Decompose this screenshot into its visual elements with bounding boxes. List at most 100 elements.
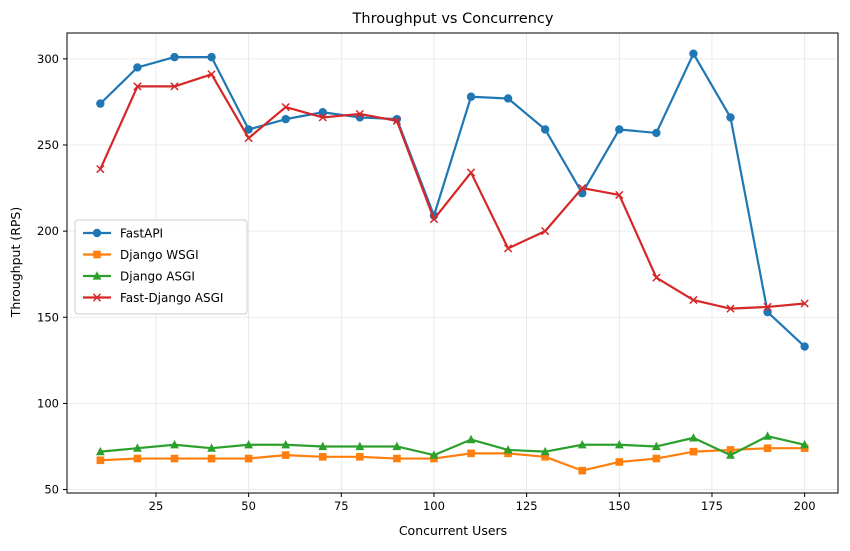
fast-django-asgi-point — [355, 109, 364, 119]
django-asgi-point — [355, 441, 365, 451]
fast-django-asgi-point — [763, 302, 772, 312]
django-wsgi-point — [133, 454, 142, 463]
legend: FastAPI Django WSGI Django ASGI Fast-Django… — [74, 219, 248, 315]
legend-django-asgi-point — [92, 271, 102, 280]
fastapi-point — [207, 52, 216, 62]
django-wsgi-point — [318, 453, 327, 461]
legend-box — [74, 219, 248, 315]
y-tick-label: 150 — [37, 310, 59, 324]
fast-django-asgi-point — [466, 168, 476, 177]
django-wsgi-point — [356, 453, 364, 461]
django-asgi-point — [466, 434, 476, 444]
legend-entry-fastapi: FastAPI — [83, 227, 163, 241]
x-tick-label: 75 — [334, 499, 349, 513]
x-tick-label: 25 — [149, 499, 164, 513]
axes: 25 50 75 100 125 150 175 200 50 100 150 200 250 300 — [37, 32, 839, 513]
fastapi-point — [689, 49, 698, 58]
django-asgi-point — [726, 450, 735, 459]
fast-django-asgi-point — [392, 116, 402, 125]
fast-django-asgi-point — [207, 70, 216, 79]
django-wsgi-line — [100, 447, 805, 472]
django-asgi-point — [318, 441, 328, 451]
legend-entry-django-wsgi: Django WSGI — [83, 248, 199, 262]
django-wsgi-point — [763, 444, 772, 453]
django-asgi-point — [133, 443, 142, 452]
series-django-asgi — [95, 431, 810, 459]
legend-label: Django ASGI — [120, 270, 195, 284]
fast-django-asgi-point — [281, 102, 290, 112]
fast-django-asgi-point — [800, 299, 809, 308]
x-tick-label: 50 — [241, 499, 256, 513]
django-asgi-point — [392, 441, 402, 451]
django-asgi-point — [800, 439, 810, 449]
django-asgi-line — [100, 435, 805, 457]
django-wsgi-point — [281, 451, 290, 459]
fastapi-point — [615, 125, 624, 134]
fastapi-point — [726, 113, 735, 122]
django-wsgi-point — [96, 456, 105, 465]
fast-django-asgi-point — [726, 304, 735, 313]
x-tick-label: 150 — [608, 499, 630, 513]
django-wsgi-point — [689, 447, 698, 456]
legend-fastapi-point — [92, 228, 102, 238]
series-django-wsgi — [96, 444, 809, 475]
series-fast-django-asgi — [96, 70, 809, 313]
django-wsgi-point — [170, 454, 179, 463]
fastapi-point — [503, 94, 513, 103]
fast-django-asgi-point — [96, 164, 105, 174]
django-wsgi-point — [541, 453, 549, 461]
fast-django-asgi-point — [244, 133, 253, 143]
fast-django-asgi-point — [652, 273, 661, 282]
django-asgi-point — [244, 439, 254, 449]
fast-django-asgi-line — [99, 73, 805, 310]
fast-django-asgi-point — [615, 190, 624, 200]
django-asgi-point — [614, 439, 624, 449]
y-tick-label: 50 — [44, 483, 59, 497]
y-tick-label: 250 — [37, 138, 59, 152]
django-asgi-point — [207, 443, 216, 452]
django-asgi-point — [577, 439, 587, 449]
legend-label: Fast-Django ASGI — [120, 291, 223, 305]
fast-django-asgi-point — [133, 82, 142, 91]
fast-django-asgi-point — [318, 113, 327, 122]
django-wsgi-point — [207, 454, 216, 463]
fast-django-asgi-point — [170, 82, 179, 91]
legend-entry-django-asgi: Django ASGI — [83, 270, 195, 284]
x-tick-label: 100 — [423, 499, 445, 513]
legend-label: FastAPI — [120, 227, 163, 241]
fastapi-point — [540, 125, 550, 134]
fastapi-point — [281, 114, 290, 124]
legend-django-wsgi-point — [93, 250, 101, 259]
django-wsgi-point — [726, 446, 735, 454]
y-tick-label: 200 — [37, 224, 59, 238]
django-wsgi-point — [393, 454, 401, 463]
django-asgi-point — [429, 450, 439, 459]
fastapi-point — [244, 125, 253, 134]
django-wsgi-point — [467, 449, 475, 458]
fast-django-asgi-point — [429, 214, 439, 224]
django-asgi-point — [651, 441, 661, 451]
fast-django-asgi-point — [689, 295, 698, 305]
legend-entry-fast-django-asgi: Fast-Django ASGI — [83, 291, 223, 305]
django-asgi-point — [503, 445, 513, 454]
django-wsgi-point — [615, 458, 624, 466]
legend-fast-django-asgi-point — [92, 293, 102, 302]
django-asgi-point — [170, 439, 179, 449]
x-axis-label: Concurrent Users — [399, 523, 507, 538]
django-wsgi-point — [578, 466, 587, 475]
fastapi-line — [99, 52, 806, 348]
fastapi-point — [800, 342, 809, 351]
series-fastapi — [96, 49, 809, 351]
django-asgi-point — [763, 431, 772, 440]
fast-django-asgi-point — [578, 183, 587, 193]
django-asgi-point — [540, 446, 550, 456]
django-asgi-point — [689, 433, 698, 442]
fastapi-point — [466, 92, 476, 101]
series-lines — [95, 49, 810, 475]
django-wsgi-point — [244, 454, 253, 463]
legend-label: Django WSGI — [120, 248, 199, 262]
fastapi-point — [96, 99, 105, 108]
plot-frame — [66, 32, 839, 494]
